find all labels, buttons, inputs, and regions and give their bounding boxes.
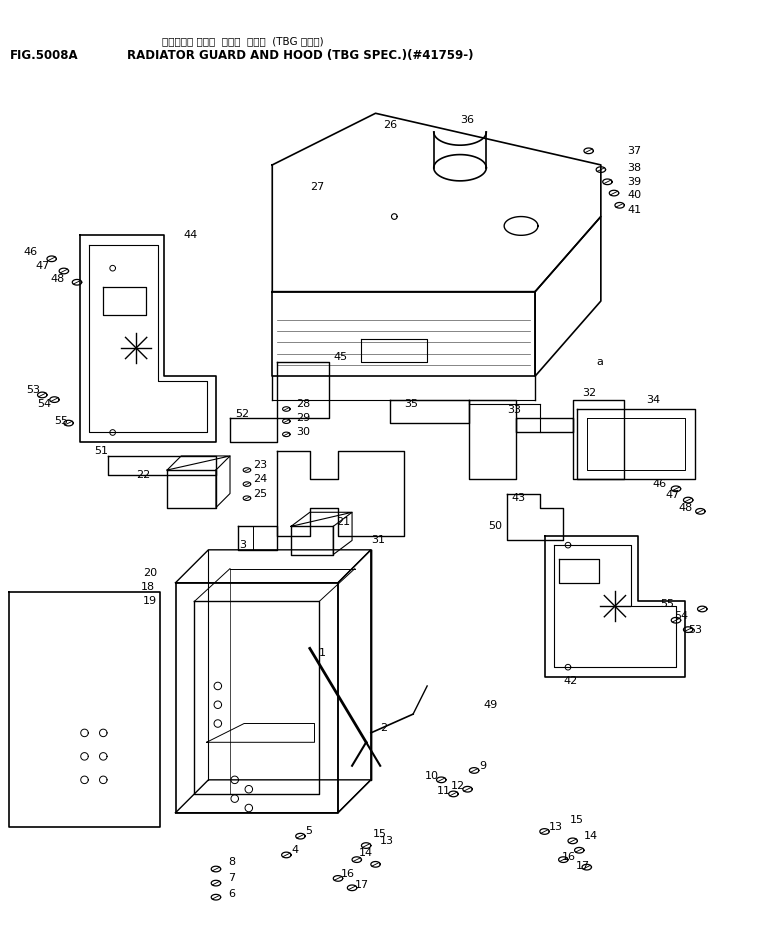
Text: 8: 8 (228, 857, 235, 868)
Text: 26: 26 (383, 120, 397, 131)
Text: 22: 22 (136, 470, 151, 480)
Text: 30: 30 (296, 427, 310, 438)
Text: 13: 13 (549, 821, 563, 832)
Text: 39: 39 (627, 177, 642, 187)
Text: 9: 9 (479, 760, 486, 771)
Text: 14: 14 (358, 848, 373, 858)
Text: 21: 21 (336, 517, 350, 527)
Text: 55: 55 (660, 599, 674, 609)
Text: 6: 6 (228, 889, 235, 900)
Text: 10: 10 (425, 771, 438, 781)
Text: 44: 44 (183, 231, 197, 240)
Text: 16: 16 (562, 852, 575, 862)
Text: ラジエータ ガード  オヨビ  フード  (TBG ショウ): ラジエータ ガード オヨビ フード (TBG ショウ) (162, 37, 324, 46)
Text: 11: 11 (437, 786, 451, 796)
Text: 3: 3 (240, 540, 247, 550)
Text: 2: 2 (380, 724, 387, 733)
Text: 4: 4 (291, 845, 298, 855)
Text: 12: 12 (451, 781, 465, 791)
Text: 20: 20 (143, 568, 157, 579)
Text: 18: 18 (141, 582, 155, 593)
Text: 33: 33 (507, 405, 521, 415)
Text: 47: 47 (36, 262, 50, 271)
Text: 48: 48 (679, 502, 693, 513)
Text: 25: 25 (253, 488, 268, 499)
Text: 37: 37 (627, 146, 642, 156)
Text: 46: 46 (652, 479, 667, 489)
Text: 17: 17 (575, 861, 590, 871)
Text: 14: 14 (584, 831, 598, 841)
Text: 17: 17 (355, 880, 369, 890)
Text: 51: 51 (94, 446, 108, 456)
Text: 23: 23 (253, 460, 268, 470)
Text: 15: 15 (373, 829, 387, 839)
Text: 28: 28 (296, 399, 310, 409)
Text: 48: 48 (51, 275, 65, 284)
Text: 45: 45 (333, 352, 348, 362)
Text: 19: 19 (143, 597, 157, 606)
Text: 53: 53 (27, 385, 40, 395)
Text: RADIATOR GUARD AND HOOD (TBG SPEC.)(#41759-): RADIATOR GUARD AND HOOD (TBG SPEC.)(#417… (127, 50, 473, 62)
Text: 54: 54 (37, 399, 52, 409)
Text: 27: 27 (310, 182, 324, 192)
Text: 31: 31 (371, 535, 385, 546)
Text: 29: 29 (296, 413, 310, 423)
Text: 16: 16 (341, 869, 355, 879)
Text: FIG.5008A: FIG.5008A (9, 50, 78, 62)
Text: 15: 15 (570, 815, 584, 825)
Text: 54: 54 (674, 612, 688, 621)
Text: 24: 24 (253, 474, 268, 485)
Text: 43: 43 (511, 493, 526, 503)
Text: 32: 32 (582, 388, 596, 398)
Text: 34: 34 (646, 394, 660, 405)
Text: 36: 36 (460, 115, 474, 125)
Text: 7: 7 (228, 873, 235, 884)
Text: 46: 46 (24, 247, 37, 257)
Text: 55: 55 (55, 416, 68, 426)
Text: 38: 38 (627, 163, 642, 173)
Text: 47: 47 (666, 490, 680, 501)
Text: 40: 40 (627, 190, 642, 199)
Text: 1: 1 (319, 648, 326, 658)
Text: 42: 42 (563, 677, 578, 686)
Text: 41: 41 (627, 205, 642, 215)
Text: a: a (596, 357, 603, 367)
Text: 13: 13 (380, 836, 394, 846)
Text: 50: 50 (489, 521, 502, 532)
Text: 35: 35 (403, 399, 418, 409)
Text: 49: 49 (483, 700, 498, 710)
Text: 53: 53 (688, 625, 702, 634)
Text: 52: 52 (234, 408, 249, 419)
Text: 5: 5 (305, 826, 312, 837)
